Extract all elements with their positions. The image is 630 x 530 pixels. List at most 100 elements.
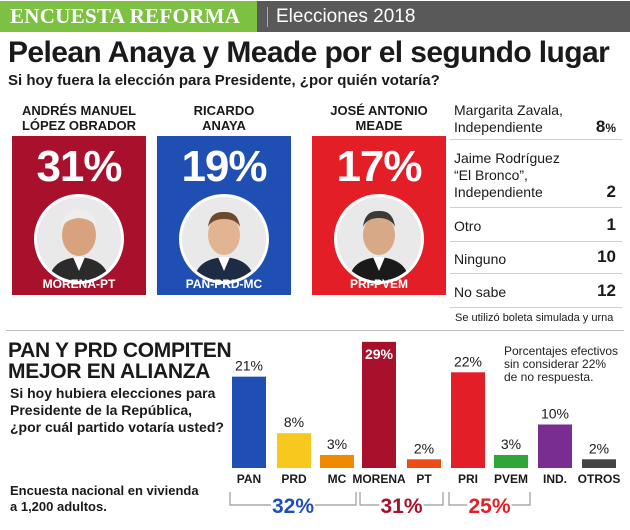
- candidate-name-line1: JOSÉ ANTONIO: [330, 103, 428, 118]
- effective-note-line: de no respuesta.: [504, 370, 594, 384]
- effective-note: Porcentajes efectivos sin considerar 22%…: [504, 345, 618, 384]
- candidate-name-line1: RICARDO: [193, 103, 255, 118]
- portrait-icon: [182, 197, 266, 281]
- bar-otros: [582, 459, 616, 468]
- category-label: PRD: [281, 472, 307, 486]
- table-row: No sabe 12: [450, 274, 622, 308]
- header-bar: ENCUESTA REFORMA Elecciones 2018: [0, 0, 630, 33]
- candidate-photo: [179, 194, 269, 284]
- candidate-photo: [34, 194, 124, 284]
- question-line: Presidente de la República,: [10, 402, 193, 418]
- row-label: Jaime Rodríguez “El Bronco”, Independien…: [454, 150, 560, 201]
- candidate-party: PRI-PVEM: [349, 277, 408, 291]
- ballot-note: Se utilizó boleta simulada y urna: [455, 312, 614, 324]
- section-question: Si hoy hubiera elecciones para President…: [10, 385, 224, 436]
- bar-value-label: 21%: [235, 358, 263, 374]
- group-bracket-left: [359, 492, 380, 506]
- effective-note-line: sin considerar 22%: [504, 357, 607, 371]
- row-label: Margarita Zavala, Independiente: [454, 102, 563, 136]
- candidate-party: PAN-PRD-MC: [185, 277, 263, 291]
- bar-value-label: 22%: [454, 353, 482, 369]
- candidate-amlo: ANDRÉS MANUEL LÓPEZ OBRADOR 31% MORENA-PT: [12, 100, 146, 295]
- headline: Pelean Anaya y Meade por el segundo luga…: [8, 36, 610, 69]
- row-value: 12: [597, 281, 616, 300]
- row-label: No sabe: [454, 284, 507, 300]
- bar-value-label: 3%: [501, 436, 521, 452]
- section-divider: [6, 330, 624, 331]
- row-label: Ninguno: [454, 251, 507, 267]
- category-label: PT: [416, 472, 432, 486]
- group-total-label: 31%: [380, 495, 422, 518]
- method-line: Encuesta nacional en vivienda: [10, 483, 199, 498]
- category-label: IND.: [543, 472, 567, 486]
- bar-ind: [538, 424, 572, 468]
- bar-value-label: 8%: [284, 414, 304, 430]
- candidate-party: MORENA-PT: [42, 277, 116, 291]
- edition-separator: [267, 6, 268, 27]
- candidate-percent: 31%: [36, 142, 122, 191]
- candidate-photo: [334, 194, 424, 284]
- bar-mc: [320, 454, 354, 468]
- others-table: Margarita Zavala, Independiente 8% Jaime…: [450, 100, 622, 308]
- bar-value-label: 3%: [327, 436, 347, 452]
- bar-value-label: 2%: [414, 440, 434, 456]
- bar-pt: [407, 459, 441, 468]
- row-value: 10: [597, 247, 616, 266]
- bar-pri: [451, 372, 485, 468]
- section-title: PAN Y PRD COMPITEN MEJOR EN ALIANZA: [8, 339, 232, 383]
- bar-value-label: 10%: [541, 406, 569, 422]
- row-label-line: Independiente: [454, 119, 543, 135]
- candidate-card: 31% MORENA-PT: [12, 136, 146, 295]
- candidate-percent: 19%: [181, 142, 267, 191]
- section-tag: ENCUESTA REFORMA: [0, 1, 257, 32]
- row-label: Otro: [454, 218, 482, 234]
- candidate-anaya: RICARDO ANAYA 19% PAN-PRD-MC: [157, 100, 291, 295]
- edition-label: Elecciones 2018: [257, 1, 630, 32]
- row-label-line: Margarita Zavala,: [454, 102, 563, 118]
- candidate-name: JOSÉ ANTONIO MEADE: [312, 100, 446, 136]
- row-value: 1: [606, 215, 616, 234]
- group-total-label: 32%: [272, 495, 314, 518]
- category-label: PVEM: [494, 472, 528, 486]
- candidate-name-line2: MEADE: [355, 118, 403, 133]
- bar-morena: [362, 341, 396, 468]
- bar-pvem: [494, 454, 528, 468]
- portrait-icon: [337, 197, 421, 281]
- row-label-line: Independiente: [454, 184, 543, 200]
- candidate-percent: 17%: [336, 142, 422, 191]
- section-title-line: PAN Y PRD COMPITEN: [8, 339, 232, 362]
- category-label: MORENA: [352, 472, 406, 486]
- row-value-number: 8: [595, 117, 606, 136]
- group-bracket-right: [511, 492, 531, 506]
- group-total-label: 25%: [468, 495, 510, 518]
- table-row: Jaime Rodríguez “El Bronco”, Independien…: [450, 140, 622, 208]
- category-label: PAN: [237, 472, 261, 486]
- candidate-card: 17% PRI-PVEM: [312, 136, 446, 295]
- bar-value-label: 29%: [365, 346, 394, 362]
- group-bracket-right: [423, 492, 444, 506]
- section-title-line: MEJOR EN ALIANZA: [8, 360, 211, 383]
- bar-value-label: 2%: [589, 440, 609, 456]
- portrait-icon: [37, 197, 121, 281]
- question-line: ¿por cuál partido votaría usted?: [10, 419, 224, 435]
- candidate-card: 19% PAN-PRD-MC: [157, 136, 291, 295]
- method-note: Encuesta nacional en vivienda a 1,200 ad…: [10, 483, 199, 515]
- candidate-name: RICARDO ANAYA: [157, 100, 291, 136]
- table-row: Otro 1: [450, 208, 622, 242]
- row-value: 2: [606, 182, 616, 201]
- candidate-name: ANDRÉS MANUEL LÓPEZ OBRADOR: [12, 100, 146, 136]
- category-label: OTROS: [578, 472, 621, 486]
- group-bracket-right: [315, 492, 357, 506]
- group-bracket-left: [448, 492, 468, 506]
- effective-note-line: Porcentajes efectivos: [504, 344, 619, 358]
- bar-pan: [232, 376, 266, 468]
- candidate-name-line2: ANAYA: [202, 118, 246, 133]
- row-value-suffix: %: [605, 121, 616, 135]
- row-label-line: “El Bronco”,: [454, 167, 528, 183]
- subheadline: Si hoy fuera la elección para Presidente…: [8, 72, 440, 89]
- table-row: Margarita Zavala, Independiente 8%: [450, 100, 622, 140]
- candidate-name-line1: ANDRÉS MANUEL: [21, 103, 137, 118]
- row-value: 8%: [596, 117, 616, 137]
- edition-text: Elecciones 2018: [276, 6, 416, 27]
